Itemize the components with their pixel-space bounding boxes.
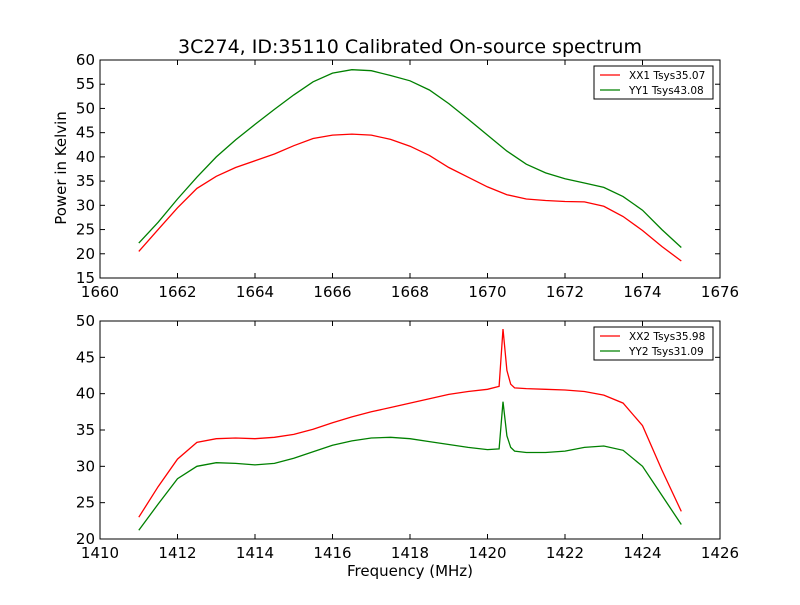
y-tick-label: 20 bbox=[76, 245, 95, 263]
x-tick-label: 1418 bbox=[391, 544, 429, 562]
x-tick-label: 1666 bbox=[313, 283, 351, 301]
x-tick-label: 1416 bbox=[313, 544, 351, 562]
y-tick-label: 25 bbox=[76, 221, 95, 239]
series-line-2-1 bbox=[138, 328, 682, 518]
x-tick-label: 1664 bbox=[236, 283, 274, 301]
y-tick-label: 35 bbox=[76, 172, 95, 190]
x-tick-label: 1674 bbox=[623, 283, 661, 301]
bottom-panel: 1410 1412 1414 1416 1418 1420 1422 1424 1426 20 25… bbox=[76, 312, 739, 562]
legend-label: XX1 Tsys35.07 bbox=[629, 70, 705, 82]
x-tick-label: 1420 bbox=[468, 544, 506, 562]
y-tick-label: 45 bbox=[76, 348, 95, 366]
x-axis-label-bottom: Frequency (MHz) bbox=[347, 562, 473, 580]
y-tick-label: 40 bbox=[76, 385, 95, 403]
x-tick-label: 1672 bbox=[546, 283, 584, 301]
x-tick-label: 1426 bbox=[701, 544, 739, 562]
x-tick-label: 1676 bbox=[701, 283, 739, 301]
legend-label: YY1 Tsys43.08 bbox=[628, 85, 704, 97]
y-axis-label-top: Power in Kelvin bbox=[52, 111, 70, 225]
top-panel: 1660 1662 1664 1666 1668 1670 1672 1674 1676 15 20… bbox=[76, 51, 739, 301]
series-line-1-1 bbox=[138, 133, 682, 262]
y-tick-label: 30 bbox=[76, 457, 95, 475]
x-tick-label: 1660 bbox=[81, 283, 119, 301]
legend-box bbox=[593, 326, 714, 361]
y-tick-label: 15 bbox=[76, 269, 95, 287]
series-line-2-2 bbox=[138, 401, 682, 531]
y-tick-label: 60 bbox=[76, 51, 95, 69]
chart-title: 3C274, ID:35110 Calibrated On-source spe… bbox=[178, 36, 642, 58]
x-tick-label: 1668 bbox=[391, 283, 429, 301]
legend-label: XX2 Tsys35.98 bbox=[629, 331, 705, 343]
y-tick-label: 50 bbox=[76, 312, 95, 330]
legend-label: YY2 Tsys31.09 bbox=[628, 346, 704, 358]
y-tick-label: 50 bbox=[76, 99, 95, 117]
y-tick-label: 30 bbox=[76, 196, 95, 214]
x-tick-label: 1422 bbox=[546, 544, 584, 562]
x-tick-label: 1662 bbox=[158, 283, 196, 301]
series-line-1-2 bbox=[138, 69, 682, 248]
y-tick-label: 35 bbox=[76, 421, 95, 439]
legend-box bbox=[593, 65, 714, 100]
x-tick-label: 1424 bbox=[623, 544, 661, 562]
x-tick-label: 1412 bbox=[158, 544, 196, 562]
y-tick-label: 40 bbox=[76, 148, 95, 166]
x-tick-label: 1414 bbox=[236, 544, 274, 562]
y-tick-label: 20 bbox=[76, 530, 95, 548]
y-tick-label: 45 bbox=[76, 124, 95, 142]
x-tick-label: 1410 bbox=[81, 544, 119, 562]
y-tick-label: 55 bbox=[76, 75, 95, 93]
y-tick-label: 25 bbox=[76, 494, 95, 512]
x-tick-label: 1670 bbox=[468, 283, 506, 301]
